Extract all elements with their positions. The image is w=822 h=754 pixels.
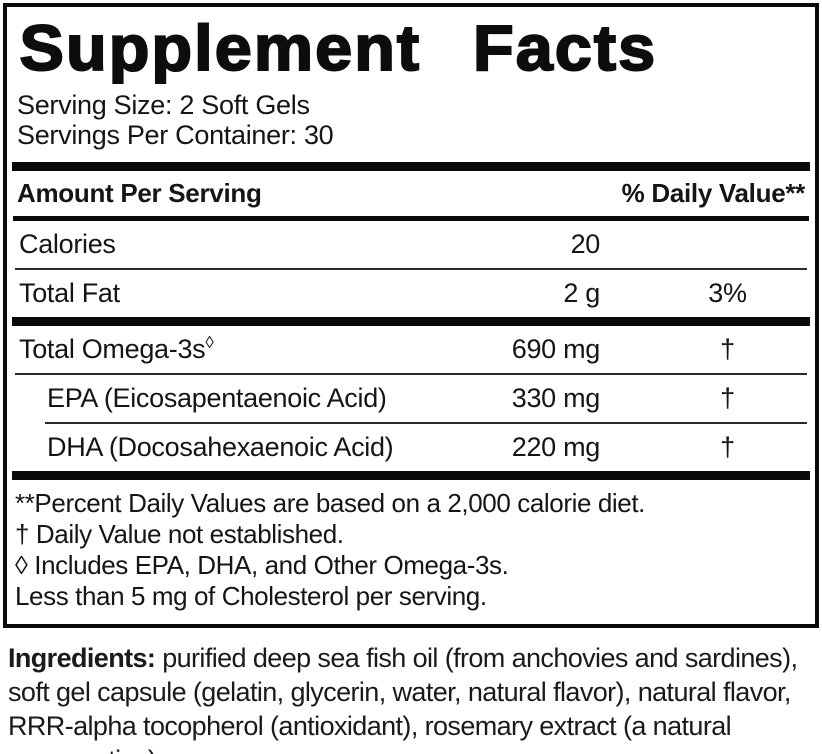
nutrient-amount: 20 xyxy=(570,229,601,259)
nutrient-name: Total Omega-3s◊ xyxy=(19,333,214,364)
nutrient-daily-value: † xyxy=(720,383,735,413)
nutrient-name: EPA (Eicosapentaenoic Acid) xyxy=(47,383,387,413)
medium-rule-under-header xyxy=(13,216,809,221)
lozenge-footnote-marker: ◊ xyxy=(205,333,214,352)
ingredients-text: purified deep sea fish oil (from anchovi… xyxy=(8,643,798,754)
supplement-facts-panel: Supplement Facts Serving Size: 2 Soft Ge… xyxy=(3,3,819,628)
ingredients-label: Ingredients: xyxy=(8,643,156,673)
nutrient-name: Total Fat xyxy=(19,278,120,308)
nutrient-amount: 2 g xyxy=(563,278,600,308)
nutrient-amount: 330 mg xyxy=(511,383,601,413)
footnote-daily-value-not-established: † Daily Value not established. xyxy=(15,519,344,549)
supplement-facts-title: Supplement Facts xyxy=(18,12,658,84)
amount-per-serving-header: Amount Per Serving xyxy=(17,178,262,208)
nutrient-amount: 690 mg xyxy=(511,334,601,364)
servings-per-container-line: Servings Per Container: 30 xyxy=(17,120,334,150)
nutrient-row-epa: EPA (Eicosapentaenoic Acid) 330 mg † xyxy=(7,375,815,422)
thin-rule xyxy=(15,373,807,375)
serving-info: Serving Size: 2 Soft Gels Servings Per C… xyxy=(7,84,815,162)
daily-value-header: % Daily Value** xyxy=(621,178,806,208)
footnote-cholesterol: Less than 5 mg of Cholesterol per servin… xyxy=(15,581,487,611)
ingredients-paragraph: Ingredients: purified deep sea fish oil … xyxy=(0,628,822,754)
nutrient-amount: 220 mg xyxy=(511,432,601,462)
thick-rule-top xyxy=(12,162,810,171)
footnotes-block: **Percent Daily Values are based on a 2,… xyxy=(7,480,815,624)
footnote-percent-daily-values: **Percent Daily Values are based on a 2,… xyxy=(15,488,646,518)
nutrient-daily-value: † xyxy=(720,334,735,364)
table-header-row: Amount Per Serving % Daily Value** xyxy=(7,171,815,216)
thin-rule xyxy=(15,268,807,270)
nutrient-row-dha: DHA (Docosahexaenoic Acid) 220 mg † xyxy=(7,424,815,471)
thin-rule-indented xyxy=(45,422,807,424)
thick-rule-mid xyxy=(12,317,810,326)
nutrient-row-calories: Calories 20 xyxy=(7,221,815,268)
nutrient-name: DHA (Docosahexaenoic Acid) xyxy=(47,432,394,462)
nutrient-row-total-fat: Total Fat 2 g 3% xyxy=(7,270,815,317)
nutrient-name: Calories xyxy=(19,229,116,259)
footnote-includes-omega3s: ◊ Includes EPA, DHA, and Other Omega-3s. xyxy=(15,550,509,580)
thick-rule-bottom xyxy=(12,471,810,480)
nutrient-daily-value: 3% xyxy=(708,278,747,308)
nutrient-daily-value: † xyxy=(720,432,735,462)
nutrient-row-total-omega3s: Total Omega-3s◊ 690 mg † xyxy=(7,326,815,373)
serving-size-line: Serving Size: 2 Soft Gels xyxy=(17,90,310,120)
